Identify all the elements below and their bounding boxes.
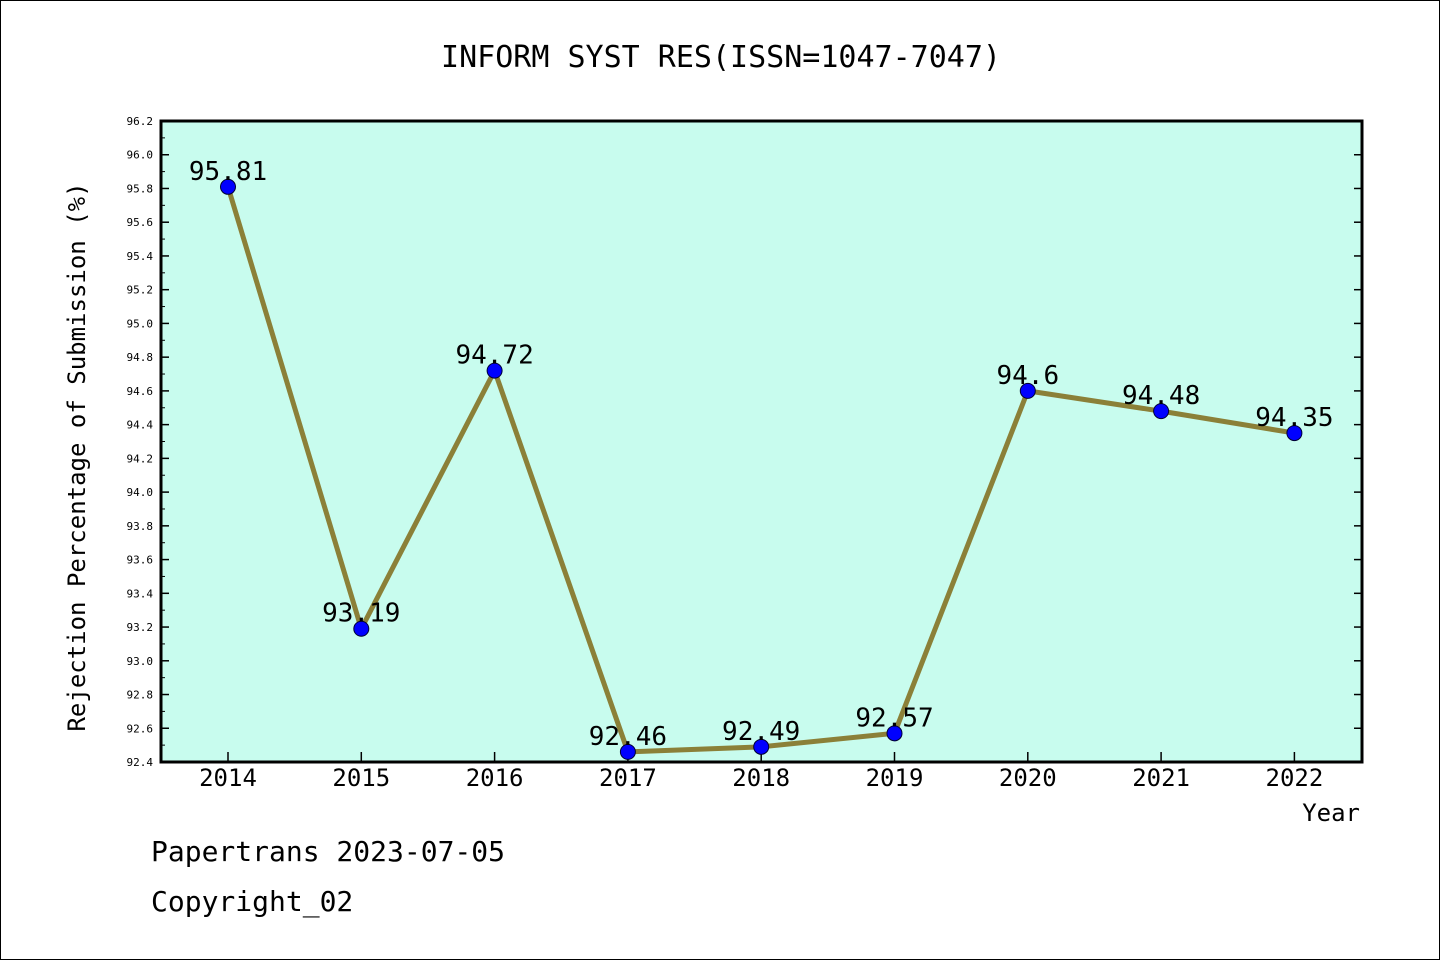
y-tick-label: 93.4 [127,587,154,600]
y-tick-label: 93.2 [127,621,154,634]
data-point [886,725,903,742]
data-label: 92.49 [722,717,800,747]
x-tick-label: 2017 [599,764,657,792]
x-tick-label: 2019 [866,764,924,792]
y-tick-label: 93.0 [127,655,154,668]
y-tick-label: 93.6 [127,554,154,567]
x-tick-label: 2022 [1266,764,1324,792]
y-tick-label: 94.4 [127,419,154,432]
y-tick-label: 94.8 [127,351,154,364]
data-point [353,620,370,637]
data-point [1286,425,1303,442]
footer-papertrans: Papertrans 2023-07-05 [151,835,506,868]
y-tick-label: 94.0 [127,486,154,499]
x-tick-label: 2018 [732,764,790,792]
data-label: 94.72 [455,341,533,371]
x-tick-label: 2014 [199,764,257,792]
chart-title: INFORM SYST RES(ISSN=1047-7047) [441,40,1001,75]
data-labels: 95.81 93.19 94.72 92.46 92.49 92.57 94.6 94.48 9… [189,157,1334,752]
y-tick-label: 95.4 [127,250,154,263]
y-tick-label: 94.2 [127,452,154,465]
y-axis: 92.4 92.6 92.8 93.0 93.2 93.4 93.6 93.8 94.0 94.2… [127,115,1362,769]
data-points [220,178,1303,760]
x-axis-title: Year [1302,799,1360,827]
data-label: 94.6 [996,361,1059,391]
data-point [486,362,503,379]
x-tick-label: 2015 [332,764,390,792]
data-point [1153,403,1170,420]
data-label: 95.81 [189,157,267,187]
y-tick-label: 96.2 [127,115,154,128]
data-point [619,743,636,760]
y-tick-label: 95.6 [127,216,154,229]
data-label: 94.48 [1122,381,1200,411]
y-axis-title: Rejection Percentage of Submission (%) [63,182,91,731]
y-tick-label: 95.2 [127,284,154,297]
x-tick-label: 2020 [999,764,1057,792]
plot-area [159,119,1364,764]
x-tick-label: 2016 [466,764,524,792]
data-label: 94.35 [1255,403,1333,433]
data-point [220,178,236,195]
y-tick-label: 94.6 [127,385,154,398]
data-point [1019,382,1036,399]
data-label: 93.19 [322,599,400,629]
y-tick-label: 95.0 [127,317,154,330]
y-tick-label: 96.0 [127,149,154,162]
y-tick-label: 93.8 [127,520,154,533]
y-tick-label: 92.8 [127,689,154,702]
y-tick-label: 92.6 [127,722,154,735]
y-tick-label: 95.8 [127,182,154,195]
footer-copyright: Copyright_02 [151,885,354,918]
data-point [753,738,770,755]
data-label: 92.57 [855,703,933,733]
x-axis: 2014 2015 2016 2017 2018 2019 2020 2021 2022 [199,752,1323,792]
y-tick-label: 92.4 [127,756,154,769]
x-tick-label: 2021 [1132,764,1190,792]
data-label: 92.46 [589,722,667,752]
